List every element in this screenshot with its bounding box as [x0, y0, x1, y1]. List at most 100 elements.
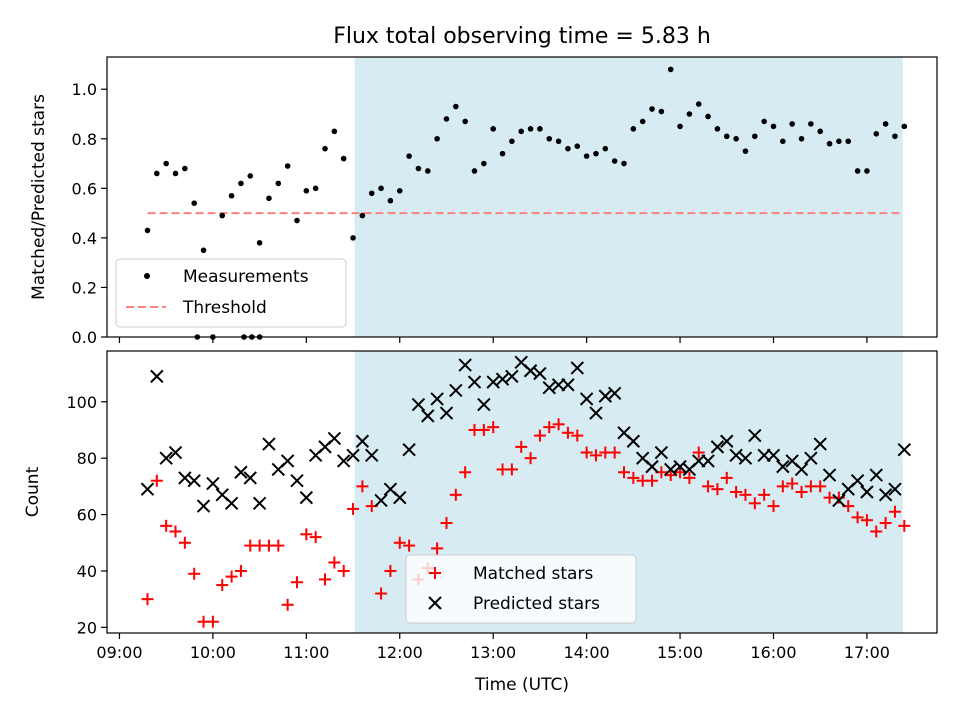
measurement-point	[733, 135, 739, 142]
measurement-point	[443, 116, 450, 122]
matched-star-point	[160, 519, 173, 532]
predicted-star-point	[664, 462, 678, 477]
matched-star-point	[272, 539, 285, 552]
measurement-point	[882, 121, 889, 127]
predicted-star-point	[411, 397, 426, 412]
top-ytick-label: 0.2	[72, 278, 97, 297]
predicted-star-point	[729, 448, 743, 463]
matched-star-point	[552, 418, 565, 431]
predicted-star-point	[673, 459, 687, 474]
measurement-point	[667, 66, 674, 73]
xtick-label: 09:00	[96, 643, 142, 662]
measurement-point	[275, 180, 282, 187]
predicted-star-point	[477, 397, 491, 412]
measurement-point	[462, 118, 468, 125]
measurement-point	[808, 121, 814, 127]
measurement-point	[686, 111, 693, 117]
xtick-label: 11:00	[283, 643, 329, 662]
predicted-star-point	[187, 474, 201, 488]
measurement-point	[163, 160, 169, 167]
predicted-star-point	[458, 358, 472, 372]
predicted-star-point	[290, 474, 304, 488]
predicted-star-point	[645, 459, 659, 474]
measurement-point	[873, 131, 880, 137]
measurement-point	[714, 126, 721, 132]
predicted-star-point	[579, 392, 594, 406]
measurement-point	[424, 168, 431, 174]
top-legend: Measurements Threshold	[115, 258, 347, 328]
matched-star-point	[505, 463, 518, 476]
measurement-point	[350, 235, 356, 241]
matched-star-point	[169, 525, 182, 538]
predicted-star-point	[178, 471, 192, 485]
top-legend-box	[115, 258, 347, 328]
measurement-point	[864, 168, 870, 174]
predicted-star-point	[393, 490, 407, 505]
legend-predicted-label: Predicted stars	[473, 594, 600, 614]
measurement-point	[406, 153, 412, 159]
predicted-star-point	[168, 445, 183, 460]
matched-star-point	[786, 477, 799, 490]
measurement-point	[761, 118, 767, 125]
measurement-point	[780, 138, 786, 145]
predicted-star-point	[738, 451, 753, 465]
matched-star-point	[646, 474, 659, 487]
measurement-point	[770, 123, 777, 130]
predicted-star-point	[589, 406, 603, 420]
predicted-star-point	[262, 437, 276, 451]
matched-star-point	[337, 564, 350, 577]
predicted-star-point	[467, 375, 482, 389]
predicted-star-point	[897, 442, 912, 457]
matched-star-point	[730, 486, 743, 498]
legend-matched-marker	[429, 567, 441, 579]
matched-star-point	[860, 514, 873, 527]
matched-star-point	[234, 564, 247, 577]
predicted-star-point	[794, 462, 809, 477]
matched-star-point	[617, 466, 630, 479]
bottom-y-axis-ticks: 20 40 60 80 100	[66, 393, 107, 637]
predicted-star-point	[710, 440, 725, 454]
predicted-star-point	[607, 386, 622, 401]
measurement-point	[284, 163, 291, 169]
matched-star-point	[356, 480, 369, 493]
matched-star-point	[515, 440, 528, 453]
predicted-star-point	[439, 406, 454, 420]
matched-star-point	[589, 449, 602, 462]
predicted-star-point	[365, 448, 379, 463]
predicted-star-point	[813, 437, 827, 451]
matched-star-point	[561, 426, 574, 439]
legend-measurements-label: Measurements	[183, 267, 309, 287]
matched-star-point	[290, 576, 303, 589]
matched-star-point	[851, 511, 864, 524]
measurement-point	[836, 138, 842, 145]
predicted-star-point	[495, 372, 510, 386]
predicted-star-point	[860, 485, 874, 499]
measurement-point	[639, 118, 646, 125]
predicted-star-point	[355, 434, 370, 448]
predicted-star-point	[159, 451, 173, 465]
measurement-point	[677, 123, 683, 130]
measurement-point	[228, 192, 235, 199]
matched-star-point	[739, 488, 752, 501]
measurement-point	[471, 168, 478, 174]
bottom-plot-frame	[106, 350, 938, 634]
measurement-point	[172, 170, 179, 177]
matched-star-point	[888, 505, 901, 518]
measurement-point	[499, 150, 506, 157]
predicted-star-point	[505, 369, 519, 384]
measurement-point	[331, 128, 338, 135]
matched-star-point	[178, 536, 191, 549]
matched-star-point	[748, 497, 761, 510]
matched-star-point	[328, 556, 341, 569]
predicted-star-point	[486, 375, 500, 389]
matched-star-point	[216, 579, 229, 592]
predicted-star-point	[234, 465, 248, 479]
measurement-point	[182, 165, 188, 172]
matched-star-point	[300, 528, 313, 541]
measurement-point	[191, 200, 198, 206]
matched-star-point	[188, 567, 201, 580]
predicted-star-point	[402, 442, 416, 457]
matched-star-point	[608, 446, 621, 459]
measurement-point	[817, 128, 824, 135]
